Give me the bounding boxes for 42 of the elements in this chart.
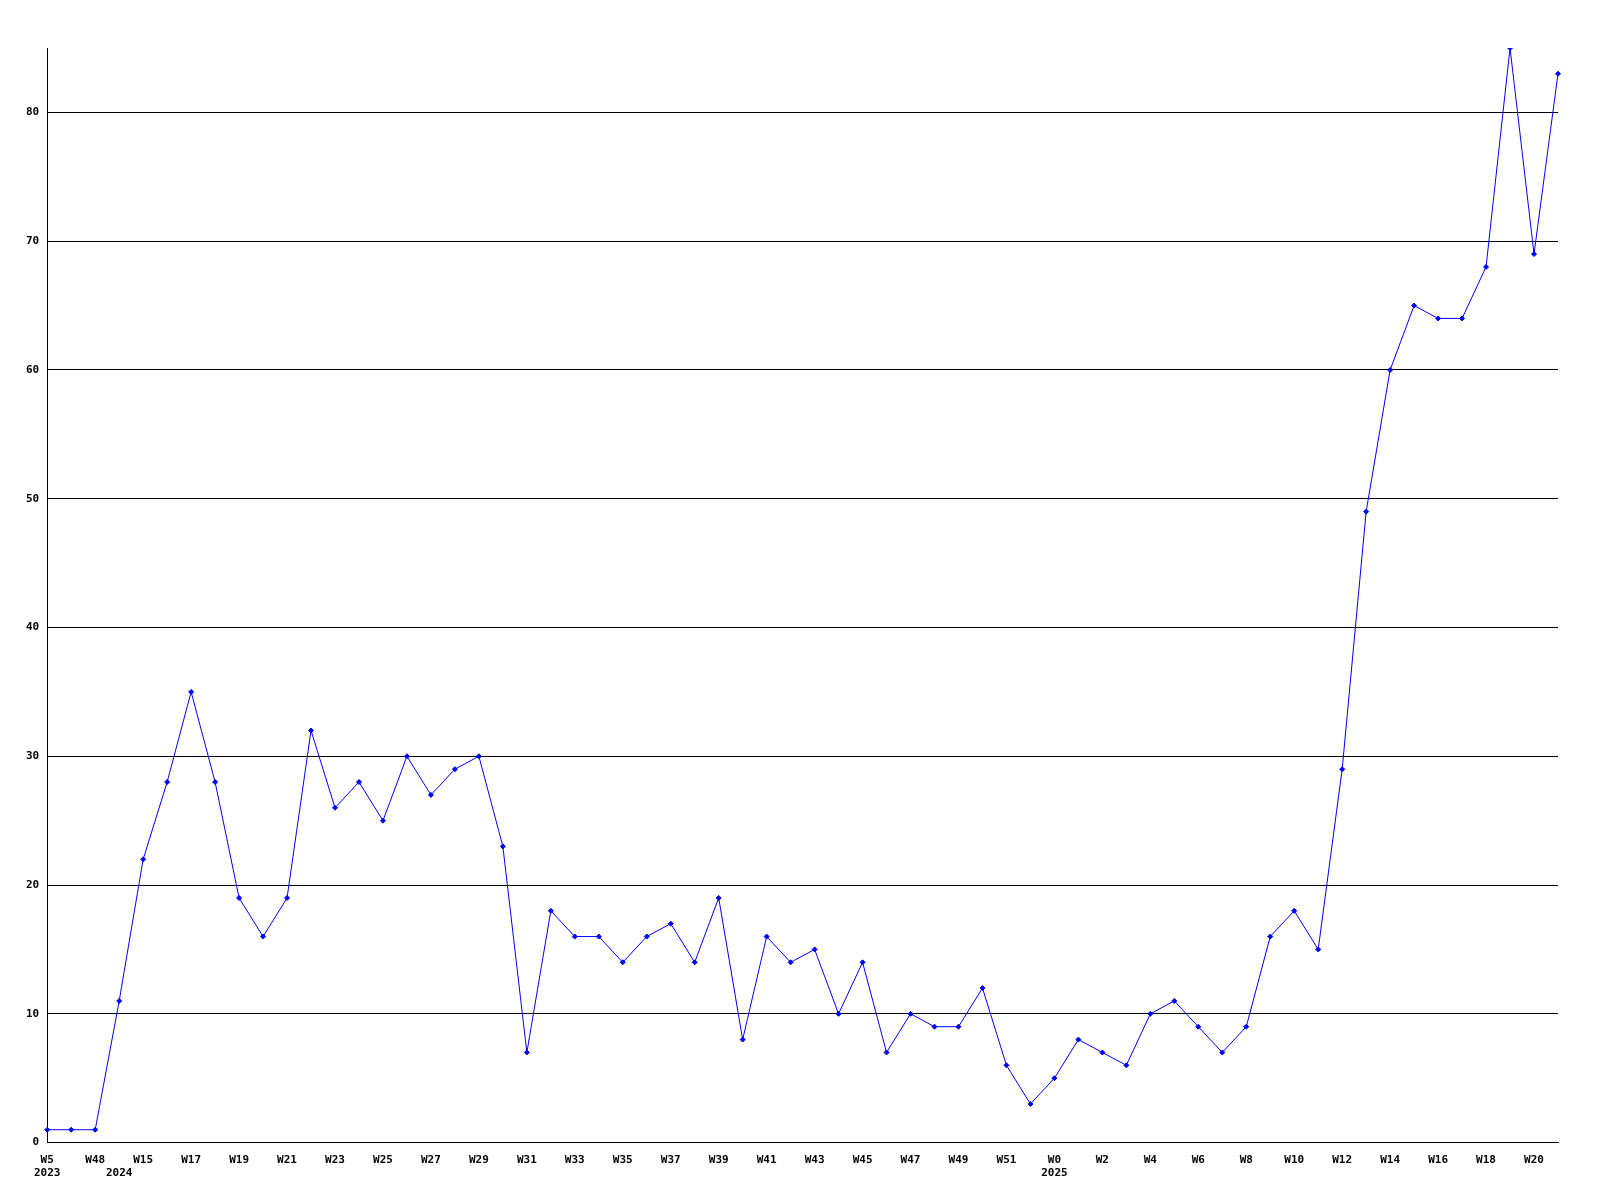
x-tick-label: W18 bbox=[1476, 1153, 1496, 1167]
y-tick-label: 50 bbox=[26, 491, 40, 505]
y-tick-label: 30 bbox=[26, 749, 40, 763]
x-tick-label: W35 bbox=[612, 1153, 633, 1167]
x-tick-label: W23 bbox=[325, 1153, 345, 1167]
x-tick-label: W16 bbox=[1428, 1153, 1449, 1167]
x-tick-label: W5 2023 bbox=[34, 1153, 61, 1180]
x-tick-label: W45 bbox=[852, 1153, 873, 1167]
x-tick-label: W48 bbox=[85, 1153, 106, 1167]
x-tick-label: W17 bbox=[181, 1153, 202, 1167]
x-tick-label: W12 bbox=[1332, 1153, 1353, 1167]
x-tick-label: W10 bbox=[1284, 1153, 1305, 1167]
y-tick-label: 0 bbox=[32, 1135, 40, 1149]
x-tick-label: W39 bbox=[708, 1153, 729, 1167]
x-tick-label: W49 bbox=[948, 1153, 969, 1167]
x-tick-label: W47 bbox=[900, 1153, 921, 1167]
y-tick-label: 60 bbox=[26, 362, 40, 376]
y-tick-label: 20 bbox=[26, 877, 40, 891]
x-tick-label: W37 bbox=[660, 1153, 681, 1167]
y-tick-label: 70 bbox=[26, 234, 40, 248]
x-tick-label: W19 bbox=[229, 1153, 250, 1167]
x-tick-label: W21 bbox=[277, 1153, 298, 1167]
x-tick-label: W25 bbox=[373, 1153, 393, 1167]
x-tick-label: W14 bbox=[1380, 1153, 1401, 1167]
x-tick-label: 2024 bbox=[105, 1166, 133, 1180]
x-tick-label: W41 bbox=[756, 1153, 777, 1167]
x-tick-label: W15 bbox=[133, 1153, 154, 1167]
x-tick-label: W27 bbox=[420, 1153, 441, 1167]
x-tick-label: W43 bbox=[804, 1153, 825, 1167]
x-tick-label: W6 bbox=[1191, 1153, 1206, 1167]
x-tick-label: W0 2025 bbox=[1041, 1153, 1068, 1180]
x-tick-label: W29 bbox=[468, 1153, 489, 1167]
x-tick-label: W20 bbox=[1524, 1153, 1544, 1167]
y-tick-label: 40 bbox=[26, 620, 40, 634]
x-tick-label: W8 bbox=[1239, 1153, 1253, 1167]
x-tick-label: W33 bbox=[564, 1153, 585, 1167]
y-tick-label: 10 bbox=[26, 1006, 40, 1020]
x-tick-label: W2 bbox=[1095, 1153, 1109, 1167]
y-tick-label: 80 bbox=[26, 105, 40, 119]
x-tick-label: W4 bbox=[1143, 1153, 1158, 1167]
x-tick-label: W31 bbox=[516, 1153, 538, 1167]
x-tick-label: W51 bbox=[996, 1153, 1017, 1167]
